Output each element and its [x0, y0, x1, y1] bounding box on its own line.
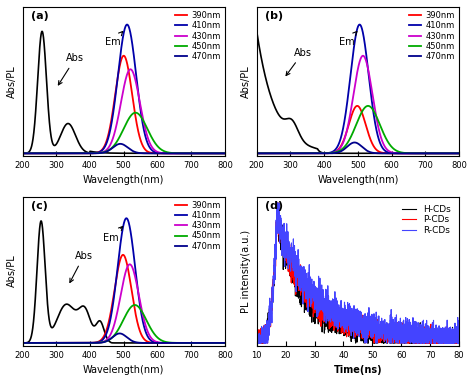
Y-axis label: Abs/PL: Abs/PL: [241, 65, 251, 98]
X-axis label: Wavelength(nm): Wavelength(nm): [83, 365, 164, 375]
H-CDs: [255, 341, 260, 345]
Y-axis label: PL intensity(a.u.): PL intensity(a.u.): [241, 230, 251, 312]
Text: Abs: Abs: [286, 48, 312, 76]
R-CDs: [347, 319, 353, 324]
R-CDs: [264, 322, 270, 327]
Line: H-CDs: H-CDs: [257, 203, 459, 343]
H-CDs: [451, 340, 456, 345]
R-CDs: [456, 341, 462, 345]
P-CDs: [451, 341, 456, 345]
Legend: 390nm, 410nm, 430nm, 450nm, 470nm: 390nm, 410nm, 430nm, 450nm, 470nm: [409, 11, 455, 61]
Line: P-CDs: P-CDs: [257, 203, 459, 343]
Line: R-CDs: R-CDs: [257, 203, 459, 343]
P-CDs: [254, 341, 260, 345]
Text: Abs: Abs: [70, 251, 93, 282]
Text: (c): (c): [31, 201, 47, 211]
H-CDs: [275, 201, 281, 205]
Legend: H-CDs, P-CDs, R-CDs: H-CDs, P-CDs, R-CDs: [399, 201, 455, 239]
P-CDs: [254, 338, 260, 343]
H-CDs: [353, 331, 358, 335]
H-CDs: [413, 341, 419, 345]
R-CDs: [352, 317, 358, 321]
Legend: 390nm, 410nm, 430nm, 450nm, 470nm: 390nm, 410nm, 430nm, 450nm, 470nm: [175, 201, 221, 251]
Text: Em: Em: [105, 32, 123, 47]
Text: Em: Em: [339, 32, 357, 47]
H-CDs: [456, 341, 462, 345]
H-CDs: [450, 337, 456, 342]
Text: (b): (b): [265, 11, 283, 21]
P-CDs: [413, 336, 419, 340]
P-CDs: [456, 335, 462, 340]
R-CDs: [450, 327, 456, 332]
Text: (a): (a): [31, 11, 48, 21]
Legend: 390nm, 410nm, 430nm, 450nm, 470nm: 390nm, 410nm, 430nm, 450nm, 470nm: [175, 11, 221, 61]
Text: Em: Em: [103, 227, 123, 243]
X-axis label: Wavelength(nm): Wavelength(nm): [83, 175, 164, 185]
H-CDs: [264, 332, 270, 337]
H-CDs: [347, 332, 353, 337]
Y-axis label: Abs/PL: Abs/PL: [7, 255, 17, 288]
Text: Abs: Abs: [58, 53, 84, 85]
H-CDs: [254, 337, 260, 342]
X-axis label: Time(ns): Time(ns): [334, 365, 382, 375]
R-CDs: [450, 331, 456, 335]
R-CDs: [413, 329, 419, 333]
X-axis label: Wavelength(nm): Wavelength(nm): [317, 175, 399, 185]
R-CDs: [254, 341, 260, 345]
P-CDs: [264, 321, 270, 325]
P-CDs: [274, 201, 280, 205]
R-CDs: [274, 201, 280, 205]
Text: (d): (d): [265, 201, 283, 211]
P-CDs: [347, 318, 353, 323]
Y-axis label: Abs/PL: Abs/PL: [7, 65, 17, 98]
P-CDs: [450, 335, 456, 340]
P-CDs: [353, 328, 358, 333]
